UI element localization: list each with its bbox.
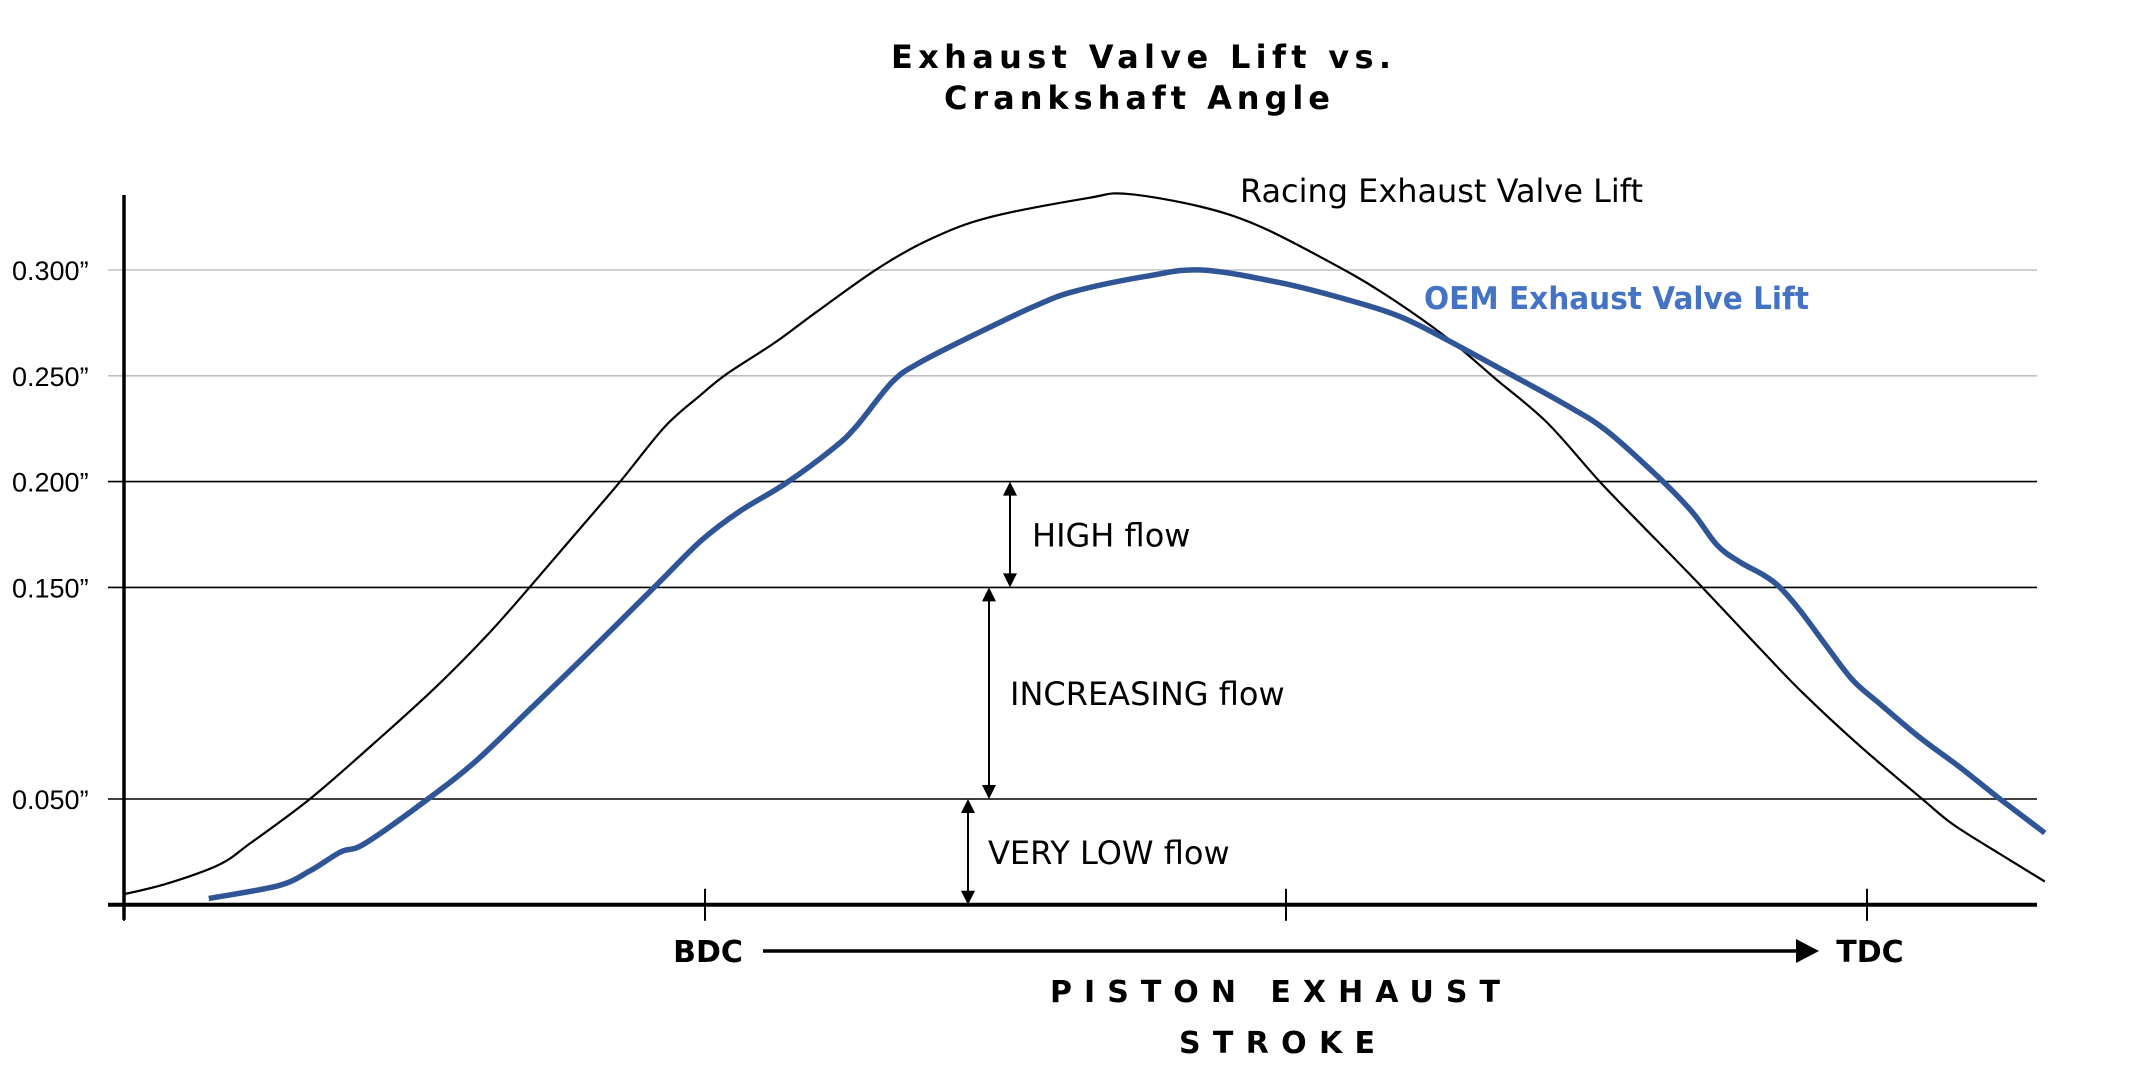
arrowhead-up-icon [1003, 481, 1017, 496]
oem-lift-line [208, 267, 2047, 902]
arrowhead-up-icon [982, 587, 996, 602]
chart-title-line-1: Exhaust Valve Lift vs. [891, 38, 1391, 76]
series-lines [123, 192, 2047, 902]
gridlines [108, 269, 2037, 800]
flow-label: INCREASING flow [1010, 675, 1285, 713]
arrowhead-down-icon [1003, 573, 1017, 588]
x-axis-title-line-1: PISTON EXHAUST [1050, 975, 1501, 1010]
oem-series-label: OEM Exhaust Valve Lift [1424, 281, 1809, 317]
y-tick-label: 0.050” [12, 785, 89, 815]
axes [108, 195, 2037, 921]
stroke-arrow [763, 939, 1819, 963]
y-axis-tick-labels: 0.050” 0.150” 0.200” 0.250” 0.300” [12, 256, 89, 815]
x-axis-title: PISTON EXHAUST STROKE [1050, 975, 1501, 1061]
chart-title-line-2: Crankshaft Angle [944, 79, 1330, 117]
flow-label: VERY LOW flow [988, 834, 1230, 872]
x-tick-label-tdc: TDC [1836, 935, 1903, 970]
x-axis-labels: BDC TDC [673, 935, 1904, 970]
x-tick-label-bdc: BDC [673, 935, 743, 970]
flow-annotation: INCREASING flow [982, 587, 1285, 799]
y-tick-label: 0.250” [12, 362, 89, 392]
flow-label: HIGH flow [1032, 517, 1190, 555]
arrowhead-up-icon [961, 799, 975, 813]
chart-title: Exhaust Valve Lift vs. Crankshaft Angle [891, 38, 1391, 117]
y-tick-label: 0.150” [12, 573, 89, 603]
racing-series-label: Racing Exhaust Valve Lift [1240, 172, 1643, 210]
flow-annotations: HIGH flow INCREASING flow VERY LOW flow [961, 481, 1285, 905]
arrowhead-down-icon [982, 785, 996, 799]
flow-annotation: HIGH flow [1003, 481, 1190, 588]
arrowhead-right-icon [1796, 939, 1819, 963]
arrowhead-down-icon [961, 890, 975, 905]
racing-lift-line [123, 192, 2046, 896]
x-axis-title-line-2: STROKE [1179, 1026, 1375, 1061]
y-tick-label: 0.200” [12, 468, 89, 498]
y-tick-label: 0.300” [12, 256, 89, 286]
series-labels: Racing Exhaust Valve Lift OEM Exhaust Va… [1240, 172, 1809, 317]
flow-annotation: VERY LOW flow [961, 799, 1230, 905]
